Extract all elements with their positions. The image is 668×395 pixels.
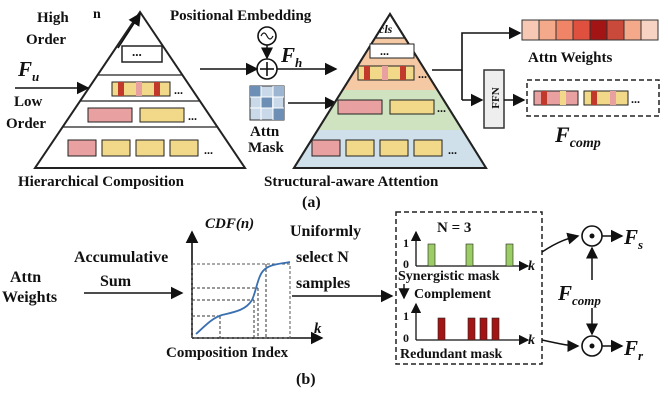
feature-block: [111, 81, 171, 97]
mask-bar: [505, 243, 514, 267]
low-order-label: Low: [14, 94, 43, 110]
dots-row4: ...: [204, 143, 213, 157]
mask-bar: [465, 243, 474, 267]
attn-weight-cell: [538, 19, 557, 41]
hierarchical-composition-label: Hierarchical Composition: [18, 174, 185, 190]
mask-bar: [479, 317, 488, 341]
attn-weights-input-label-2: Weights: [2, 289, 57, 306]
cdf-k-axis: k: [314, 321, 322, 337]
syn-k-axis: k: [528, 259, 535, 274]
cls-token: cls: [379, 22, 393, 36]
F-r-label: Fr: [623, 336, 644, 363]
attn-weight-cell: [572, 19, 591, 41]
dots-att-top: ...: [380, 44, 389, 58]
mask-bar: [427, 243, 436, 267]
F-comp-label: Fcomp: [554, 122, 601, 151]
caption-a: (a): [302, 194, 321, 211]
attn-weight-cell: [555, 19, 574, 41]
dots-comp: ...: [631, 92, 640, 106]
attn-weight-cell: [606, 19, 625, 41]
attn-weights-strip: [521, 19, 659, 41]
attn-mask-label-2: Mask: [248, 140, 284, 156]
attn-weights-label: Attn Weights: [528, 50, 612, 66]
ffn-label: FFN: [490, 87, 502, 108]
redundant-mask-label: Redundant mask: [400, 347, 503, 362]
samples-label: samples: [296, 275, 350, 292]
mask-bar: [437, 317, 446, 341]
composition-pyramid: ... ... ... ... n: [33, 7, 247, 169]
red-tick-1: 1: [403, 309, 409, 323]
attn-weight-cell: [521, 19, 540, 41]
attn-weights-input-label: Attn: [10, 269, 41, 286]
sum-label: Sum: [100, 273, 132, 290]
structural-attention-label: Structural-aware Attention: [264, 174, 439, 190]
mask-bar: [491, 317, 500, 341]
synergistic-mask-plot: 1 0 k: [403, 230, 535, 274]
dots-row2: ...: [174, 83, 183, 97]
high-order-label-2: Order: [26, 32, 66, 48]
ffn-block: [483, 69, 505, 129]
panel-a: ... ... ... ... n High Order Lo: [6, 7, 660, 211]
caption-b: (b): [296, 371, 316, 388]
attn-weight-cell: [623, 19, 642, 41]
mask-box: [395, 211, 543, 365]
red-tick-0: 0: [403, 331, 409, 345]
dots-att-4: ...: [448, 143, 457, 157]
n-equals-label: N = 3: [437, 220, 471, 236]
F-comp-b-label: Fcomp: [557, 281, 601, 308]
uniformly-label: Uniformly: [290, 223, 361, 240]
F-u-label: Fu: [17, 57, 39, 84]
syn-tick-1: 1: [403, 236, 409, 250]
mask-bar: [467, 317, 476, 341]
composition-index-label: Composition Index: [166, 345, 289, 361]
dots-row3: ...: [188, 109, 197, 123]
attn-weight-cell: [640, 19, 659, 41]
F-h-label: Fh: [280, 43, 302, 70]
panel-b: Attn Weights Accumulative Sum CDF(n) k C…: [2, 211, 644, 388]
attn-mask-grid: [249, 85, 285, 121]
accumulative-label: Accumulative: [74, 249, 168, 266]
positional-embedding-label: Positional Embedding: [170, 8, 312, 24]
cdf-axis-label: CDF(n): [205, 216, 254, 232]
high-order-label: High: [37, 10, 69, 26]
F-s-label: Fs: [623, 225, 643, 252]
redundant-mask-plot: 1 0 k: [403, 302, 535, 348]
axis-n: n: [93, 7, 101, 22]
cdf-chart: CDF(n) k Composition Index: [166, 216, 324, 361]
comp-features-box: [526, 79, 660, 117]
dots-top: ...: [132, 44, 142, 59]
cdf-curve: [195, 261, 291, 335]
attention-pyramid: cls ... ... ... ...: [292, 12, 488, 169]
syn-tick-0: 0: [403, 257, 409, 271]
dots-att-2: ...: [418, 67, 427, 81]
red-k-axis: k: [528, 333, 535, 348]
dots-att-3: ...: [437, 101, 446, 115]
attn-weight-cell: [589, 19, 608, 41]
low-order-label-2: Order: [6, 116, 46, 132]
attn-mask-label: Attn: [250, 124, 280, 140]
synergistic-mask-label: Synergistic mask: [398, 269, 500, 284]
complement-label: Complement: [414, 287, 491, 302]
select-n-label: select N: [296, 249, 349, 266]
